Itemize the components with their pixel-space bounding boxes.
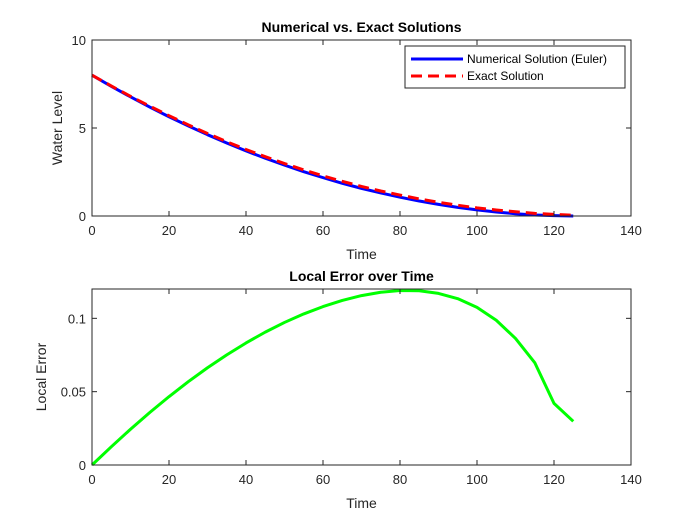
chart-2-x-tick-label: 40 — [239, 472, 253, 487]
chart-2-y-axis-label: Local Error — [33, 342, 49, 411]
chart-2-x-tick-label: 100 — [466, 472, 488, 487]
chart-2-y-tick-label: 0 — [79, 458, 86, 473]
chart-2-x-axis-label: Time — [346, 495, 377, 511]
chart-2-x-tick-label: 20 — [162, 472, 176, 487]
chart-2-axes-box — [91, 288, 632, 466]
chart-2-series-line-1 — [90, 288, 575, 467]
chart-1-x-tick-label: 100 — [466, 223, 488, 238]
chart-1-x-tick-label: 120 — [543, 223, 565, 238]
chart-1-series-line-2 — [91, 73, 574, 217]
chart-1-y-tick-label: 10 — [72, 33, 86, 48]
chart-2-title: Local Error over Time — [289, 268, 434, 284]
chart-1-x-tick-label: 40 — [239, 223, 253, 238]
chart-1-y-tick-label: 0 — [79, 209, 86, 224]
chart-1-x-tick-label: 80 — [393, 223, 407, 238]
chart-1-title: Numerical vs. Exact Solutions — [262, 19, 462, 35]
chart-1-y-tick-label: 5 — [79, 121, 86, 136]
chart-2-plot-area — [92, 289, 631, 465]
chart-1-x-tick-label: 140 — [620, 223, 642, 238]
chart-1-legend-label-1: Numerical Solution (Euler) — [467, 52, 607, 66]
chart-2-y-tick-label: 0.1 — [68, 311, 86, 326]
chart-2-x-tick-label: 120 — [543, 472, 565, 487]
chart-2-x-tick-label: 0 — [88, 472, 95, 487]
chart-2-x-tick-label: 80 — [393, 472, 407, 487]
chart-1-x-tick-label: 20 — [162, 223, 176, 238]
chart-2-x-tick-label: 60 — [316, 472, 330, 487]
chart-2-x-tick-label: 140 — [620, 472, 642, 487]
chart-1-legend-label-2: Exact Solution — [467, 69, 544, 83]
chart-1-x-tick-label: 60 — [316, 223, 330, 238]
chart-1-x-tick-label: 0 — [88, 223, 95, 238]
chart-1-legend-box — [404, 45, 626, 89]
chart-1-x-axis-label: Time — [346, 246, 377, 262]
chart-2-y-tick-label: 0.05 — [61, 385, 86, 400]
chart-1-y-axis-label: Water Level — [49, 91, 65, 165]
